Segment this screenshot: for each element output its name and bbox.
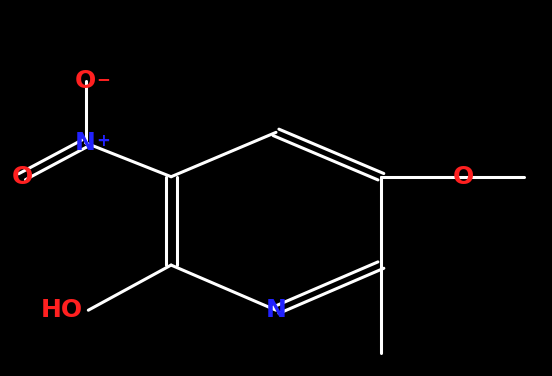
Text: O: O [12, 165, 33, 189]
Text: N: N [266, 298, 286, 322]
Text: −: − [97, 70, 110, 88]
Text: O: O [453, 165, 474, 189]
Text: O: O [75, 69, 96, 93]
Text: N: N [75, 131, 96, 155]
Text: HO: HO [41, 298, 83, 322]
Text: +: + [97, 132, 110, 150]
